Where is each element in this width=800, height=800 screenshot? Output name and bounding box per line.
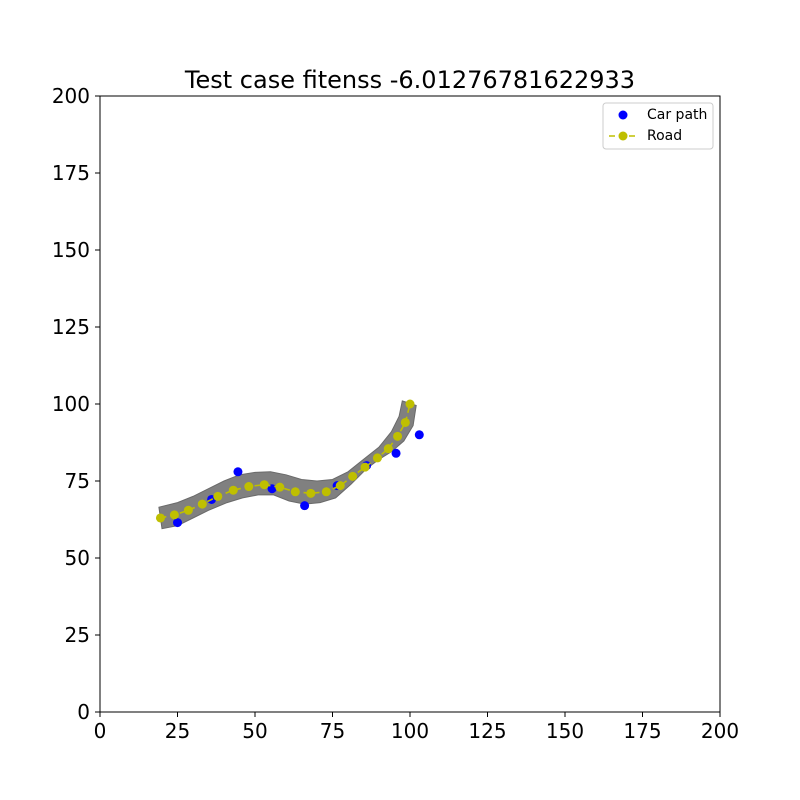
y-tick-label: 75 [65, 469, 90, 493]
road-point [405, 399, 415, 409]
road-point [321, 487, 331, 497]
legend-box [602, 102, 714, 150]
x-tick-label: 25 [165, 719, 190, 743]
legend-road-label: Road [647, 128, 682, 144]
car-path-point [233, 467, 243, 477]
y-tick-label: 50 [65, 546, 90, 570]
road-point [244, 482, 254, 492]
y-tick-label: 125 [52, 315, 90, 339]
road-point [290, 487, 300, 497]
legend: Car path Road [602, 102, 714, 150]
road-point [383, 444, 393, 454]
x-tick-label: 50 [242, 719, 267, 743]
road-point [372, 453, 382, 463]
x-tick-label: 0 [94, 719, 107, 743]
road-point [197, 499, 207, 509]
road-point [155, 513, 165, 523]
road-point [259, 480, 269, 490]
axes: 0 25 50 75 100 125 150 175 200 0 25 50 75 100 125 150 17… [52, 84, 739, 743]
x-tick-label: 175 [623, 719, 661, 743]
legend-road-marker [618, 131, 628, 141]
road-point [213, 491, 223, 501]
road-point [360, 462, 370, 472]
y-tick-label: 25 [65, 623, 90, 647]
chart-title: Test case fitenss -6.01276781622933 [184, 66, 635, 94]
x-tick-label: 100 [391, 719, 429, 743]
x-tick-label: 200 [701, 719, 739, 743]
road-point [169, 510, 179, 520]
road-point [275, 482, 285, 492]
car-path-point [391, 448, 401, 458]
y-tick-label: 100 [52, 392, 90, 416]
car-path-point [267, 484, 277, 494]
legend-car-path-marker [618, 110, 628, 120]
car-path-point [414, 430, 424, 440]
y-tick-label: 150 [52, 238, 90, 262]
x-tick-label: 75 [320, 719, 345, 743]
y-tick-label: 200 [52, 84, 90, 108]
plot-area [155, 399, 424, 530]
road-point [393, 431, 403, 441]
x-tick-label: 150 [546, 719, 584, 743]
road-point [183, 505, 193, 515]
x-tick-label: 125 [468, 719, 506, 743]
road-band [158, 400, 417, 530]
legend-car-path-label: Car path [647, 107, 707, 123]
road-point [306, 488, 316, 498]
y-tick-label: 175 [52, 161, 90, 185]
road-point [400, 417, 410, 427]
y-tick-label: 0 [77, 700, 90, 724]
road-point [228, 485, 238, 495]
road-point [348, 471, 358, 481]
road-point [335, 481, 345, 491]
car-path-point [173, 518, 182, 528]
car-path-point [300, 501, 310, 511]
